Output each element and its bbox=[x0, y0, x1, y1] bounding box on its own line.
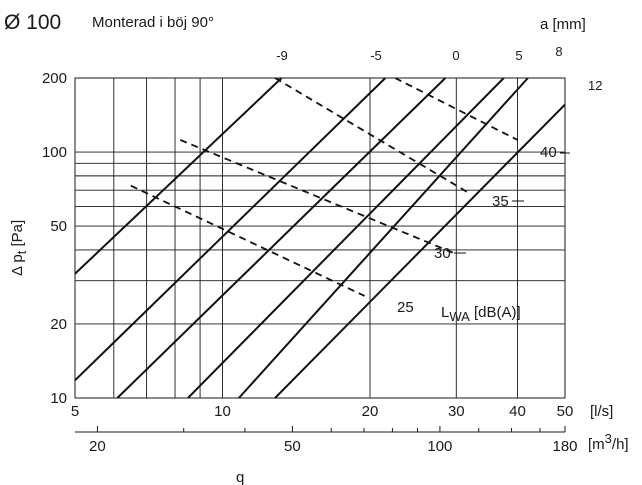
damper-line--5 bbox=[74, 77, 387, 382]
x-tick-label: 30 bbox=[448, 403, 465, 420]
damper-line-5 bbox=[187, 77, 505, 399]
damper-line-12 bbox=[274, 103, 566, 399]
damper-label-0: 0 bbox=[452, 48, 459, 63]
y-tick-label: 50 bbox=[50, 218, 67, 235]
y-tick-label: 200 bbox=[42, 70, 67, 87]
x2-tick-label: 20 bbox=[89, 438, 106, 455]
sound-line-35 bbox=[274, 77, 468, 193]
x-axis-label: q bbox=[236, 469, 244, 485]
sound-label-35: 35 bbox=[492, 193, 509, 210]
x2-tick-label: 100 bbox=[427, 438, 452, 455]
sound-level-legend: LWA [dB(A)] bbox=[441, 304, 521, 324]
x-tick-label: 40 bbox=[509, 403, 526, 420]
damper-label-5: 5 bbox=[515, 48, 522, 63]
x-tick-label: 10 bbox=[214, 403, 231, 420]
x2-tick-label: 180 bbox=[552, 438, 577, 455]
sound-label-25: 25 bbox=[397, 299, 414, 316]
x2-tick-label: 50 bbox=[284, 438, 301, 455]
grid bbox=[75, 78, 565, 398]
damper-line--9 bbox=[74, 77, 283, 275]
diameter-label: Ø 100 bbox=[4, 11, 61, 34]
x-tick-label: 5 bbox=[71, 403, 79, 420]
chart-subtitle: Monterad i böj 90° bbox=[92, 14, 214, 31]
damper-label-8: 8 bbox=[555, 44, 562, 59]
x2-unit-label: [m3/h] bbox=[588, 431, 629, 453]
damper-label-12: 12 bbox=[588, 78, 602, 93]
damper-label--5: -5 bbox=[370, 48, 382, 63]
sound-label-30: 30 bbox=[434, 245, 451, 262]
damper-setting-axis-label: a [mm] bbox=[540, 16, 586, 33]
sound-line-40 bbox=[394, 77, 518, 141]
damper-label--9: -9 bbox=[276, 48, 288, 63]
y-axis-label: Δ pt [Pa] bbox=[9, 220, 29, 276]
y-tick-label: 100 bbox=[42, 144, 67, 161]
damper-line-8 bbox=[238, 77, 529, 399]
plot-frame bbox=[74, 77, 566, 399]
x-tick-label: 20 bbox=[362, 403, 379, 420]
curve-lines bbox=[74, 77, 570, 399]
damper-line-0 bbox=[116, 77, 447, 399]
y-tick-label: 10 bbox=[50, 390, 67, 407]
sound-line-30 bbox=[179, 139, 454, 254]
sound-label-40: 40 bbox=[540, 144, 557, 161]
y-tick-label: 20 bbox=[50, 316, 67, 333]
x-unit-label: [l/s] bbox=[590, 403, 613, 420]
x-tick-label: 50 bbox=[557, 403, 574, 420]
